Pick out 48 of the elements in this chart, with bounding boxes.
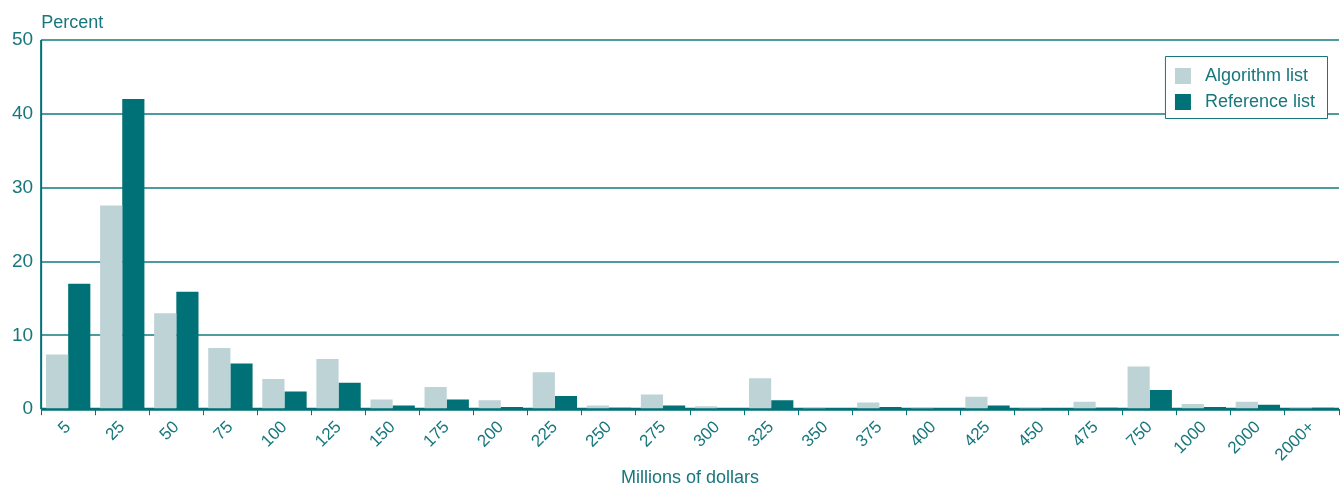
bar (46, 354, 69, 409)
x-tick-label: 475 (1068, 417, 1102, 451)
y-tick-label: 40 (11, 102, 34, 124)
x-tick-label: 25 (101, 417, 129, 444)
bar (1235, 401, 1258, 409)
bar (424, 387, 447, 409)
bar (370, 399, 393, 409)
bar (154, 313, 177, 409)
bar (749, 378, 772, 409)
y-tick-label: 50 (11, 28, 34, 50)
x-tick-label: 150 (365, 417, 399, 451)
bar (532, 372, 555, 409)
bar (1073, 401, 1096, 409)
x-tick-label: 400 (906, 417, 940, 451)
x-tick-label: 350 (797, 417, 832, 451)
x-tick-label: 250 (581, 417, 616, 451)
legend-label: Reference list (1204, 90, 1316, 111)
x-tick-label: 175 (419, 417, 453, 451)
bar (316, 359, 339, 409)
bar (640, 394, 664, 409)
x-tick-label: 5 (54, 417, 75, 438)
x-tick-label: 75 (209, 417, 237, 444)
bar (1181, 404, 1204, 409)
y-axis-title: Percent (41, 11, 104, 32)
x-tick-label: 125 (311, 417, 345, 451)
x-tick-label: 200 (473, 417, 507, 451)
x-tick-label: 450 (1014, 417, 1048, 451)
y-tick-label: 10 (11, 323, 34, 345)
bar (262, 378, 285, 409)
legend-label: Algorithm list (1204, 64, 1308, 85)
bar (1127, 366, 1150, 409)
x-tick-label: 225 (527, 417, 562, 451)
y-tick-label: 30 (11, 175, 34, 197)
y-tick-label: 20 (11, 249, 34, 271)
x-tick-label: 50 (155, 417, 183, 444)
y-tick-label: 0 (22, 397, 34, 419)
bar (208, 347, 231, 409)
x-axis-title: Millions of dollars (621, 467, 760, 488)
bar (478, 400, 501, 409)
bar (965, 396, 988, 409)
x-tick-label: 325 (743, 417, 778, 451)
x-tick-label: 425 (960, 417, 994, 451)
bar (100, 205, 123, 409)
x-tick-label: 100 (257, 417, 291, 451)
x-tick-label: 300 (689, 417, 724, 451)
x-tick-label: 375 (851, 417, 886, 451)
x-tick-label: 275 (635, 417, 670, 451)
x-tick-label: 750 (1122, 417, 1156, 451)
